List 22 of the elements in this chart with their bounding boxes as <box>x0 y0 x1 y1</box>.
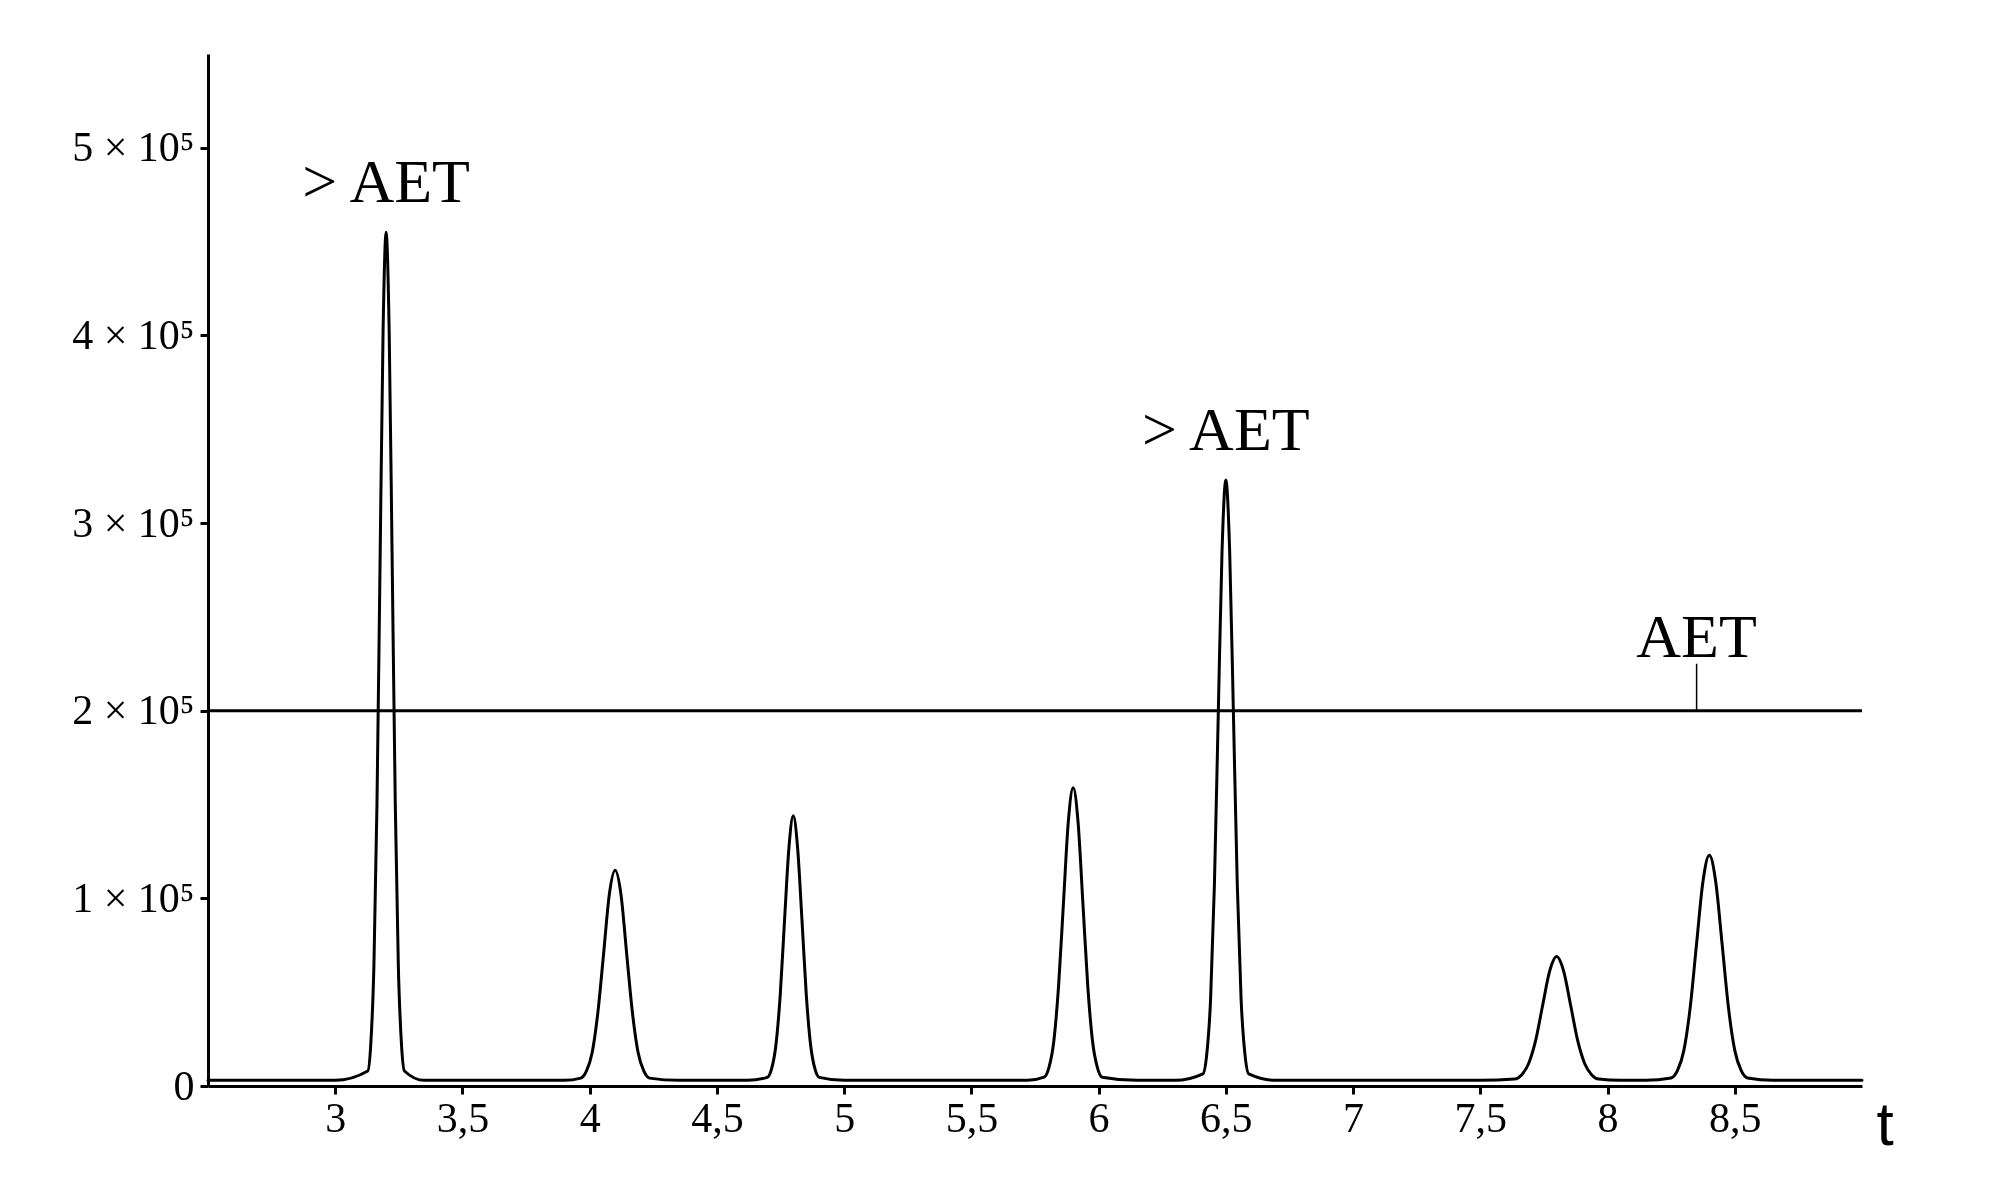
x-tick-label: 8 <box>1597 1094 1619 1141</box>
x-tick-label: 4,5 <box>691 1094 744 1141</box>
x-tick-label: 4 <box>579 1094 601 1141</box>
y-tick-label: 0 <box>173 1062 195 1109</box>
ref-line-label: AET <box>1636 601 1757 670</box>
x-axis-title: t <box>1876 1088 1894 1158</box>
y-tick-label: 4 × 10⁵ <box>72 311 195 358</box>
x-tick-label: 3 <box>325 1094 347 1141</box>
y-tick-label: 2 × 10⁵ <box>72 687 195 734</box>
annotation: > AET <box>302 147 470 216</box>
x-tick-label: 6,5 <box>1200 1094 1253 1141</box>
x-tick-label: 7 <box>1343 1094 1365 1141</box>
annotation: > AET <box>1142 394 1310 463</box>
x-tick-label: 5 <box>834 1094 856 1141</box>
y-tick-label: 1 × 10⁵ <box>72 874 195 921</box>
y-tick-label: 3 × 10⁵ <box>72 499 195 546</box>
x-tick-label: 8,5 <box>1709 1094 1762 1141</box>
x-tick-label: 3,5 <box>436 1094 490 1141</box>
x-tick-label: 6 <box>1088 1094 1110 1141</box>
x-tick-label: 5,5 <box>945 1094 999 1141</box>
x-tick-label: 7,5 <box>1454 1094 1508 1141</box>
y-tick-label: 5 × 10⁵ <box>72 124 195 171</box>
